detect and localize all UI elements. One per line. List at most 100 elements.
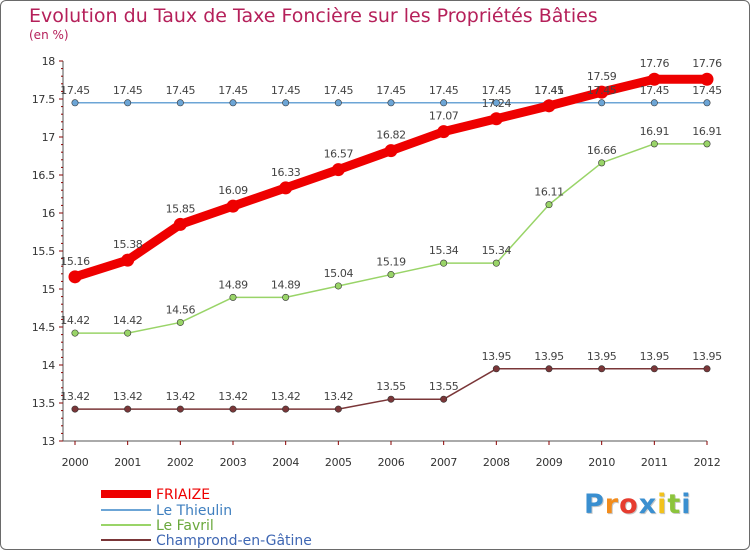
data-label: 17.45 (218, 84, 248, 97)
data-point (489, 112, 503, 126)
data-point (71, 329, 79, 337)
data-label: 17.59 (587, 70, 617, 83)
data-label: 17.45 (271, 84, 301, 97)
x-tick-label: 2011 (641, 456, 668, 469)
y-tick-label: 15.5 (32, 245, 56, 258)
data-point (598, 159, 606, 167)
data-point (334, 405, 342, 413)
data-label: 13.42 (218, 390, 248, 403)
data-label: 17.07 (429, 110, 459, 123)
data-label: 13.42 (166, 390, 196, 403)
data-point (124, 99, 132, 107)
data-point (282, 405, 290, 413)
data-point (176, 318, 184, 326)
data-point (124, 405, 132, 413)
x-tick-label: 2012 (694, 456, 721, 469)
data-label: 17.45 (60, 84, 90, 97)
data-label: 17.24 (482, 97, 512, 110)
data-point (440, 99, 448, 107)
x-tick-label: 2007 (430, 456, 457, 469)
y-tick-label: 18 (42, 55, 56, 68)
proxiti-logo: Proxiti (584, 489, 692, 520)
chart-title: Evolution du Taux de Taxe Foncière sur l… (29, 5, 598, 27)
data-point (68, 270, 82, 284)
data-point (387, 271, 395, 279)
logo-letter: i (657, 489, 668, 520)
data-point (703, 140, 711, 148)
logo-letter: P (584, 489, 605, 520)
data-point (331, 163, 345, 177)
logo-letter: x (638, 489, 658, 520)
data-label: 13.55 (376, 380, 406, 393)
data-label: 17.76 (692, 57, 722, 70)
data-point (71, 99, 79, 107)
data-point (173, 217, 187, 231)
data-point (334, 99, 342, 107)
data-point (229, 99, 237, 107)
logo-letter: r (604, 489, 620, 520)
x-tick-label: 2008 (483, 456, 510, 469)
x-tick-label: 2002 (167, 456, 194, 469)
data-point (279, 181, 293, 195)
data-point (124, 329, 132, 337)
data-point (492, 365, 500, 373)
data-point (440, 395, 448, 403)
x-tick-label: 2000 (62, 456, 89, 469)
data-label: 17.45 (587, 84, 617, 97)
data-label: 16.66 (587, 144, 617, 157)
data-label: 15.04 (324, 267, 354, 280)
data-point (71, 405, 79, 413)
data-point (176, 99, 184, 107)
data-label: 16.91 (692, 125, 722, 138)
data-label: 13.95 (587, 350, 617, 363)
data-point (387, 395, 395, 403)
series-le-thieulin (71, 99, 711, 107)
logo-letter: o (619, 489, 639, 520)
data-label: 14.42 (113, 314, 143, 327)
data-point (703, 99, 711, 107)
data-point (440, 259, 448, 267)
legend-label: Champrond-en-Gâtine (156, 533, 312, 549)
data-point (437, 125, 451, 139)
y-tick-label: 16 (42, 207, 56, 220)
y-tick-label: 16.5 (32, 169, 56, 182)
data-label: 13.55 (429, 380, 459, 393)
y-tick-label: 17.5 (32, 93, 56, 106)
data-point (282, 99, 290, 107)
data-label: 13.95 (482, 350, 512, 363)
data-label: 16.33 (271, 166, 301, 179)
logo-letter: i (681, 489, 692, 520)
data-label: 13.42 (113, 390, 143, 403)
data-label: 17.45 (640, 84, 670, 97)
data-point (545, 201, 553, 209)
data-point (387, 99, 395, 107)
data-label: 13.42 (60, 390, 90, 403)
data-label: 15.34 (429, 244, 459, 257)
y-tick-label: 15 (42, 283, 56, 296)
data-label: 15.34 (482, 244, 512, 257)
data-point (334, 282, 342, 290)
data-point (282, 293, 290, 301)
x-tick-label: 2003 (220, 456, 247, 469)
data-point (650, 99, 658, 107)
data-label: 15.16 (60, 255, 90, 268)
y-tick-label: 13 (42, 435, 56, 448)
data-label: 13.95 (640, 350, 670, 363)
data-label: 17.45 (324, 84, 354, 97)
data-point (121, 253, 135, 267)
y-tick-label: 17 (42, 131, 56, 144)
data-label: 15.19 (376, 256, 406, 269)
y-tick-label: 14.5 (32, 321, 56, 334)
series-le-favril (71, 140, 711, 337)
y-tick-label: 14 (42, 359, 56, 372)
x-tick-label: 2004 (272, 456, 299, 469)
data-point (598, 99, 606, 107)
data-label: 17.45 (692, 84, 722, 97)
data-label: 14.56 (166, 303, 196, 316)
x-tick-label: 2001 (114, 456, 141, 469)
y-tick-label: 13.5 (32, 397, 56, 410)
data-label: 17.45 (482, 84, 512, 97)
series-line (70, 74, 712, 282)
